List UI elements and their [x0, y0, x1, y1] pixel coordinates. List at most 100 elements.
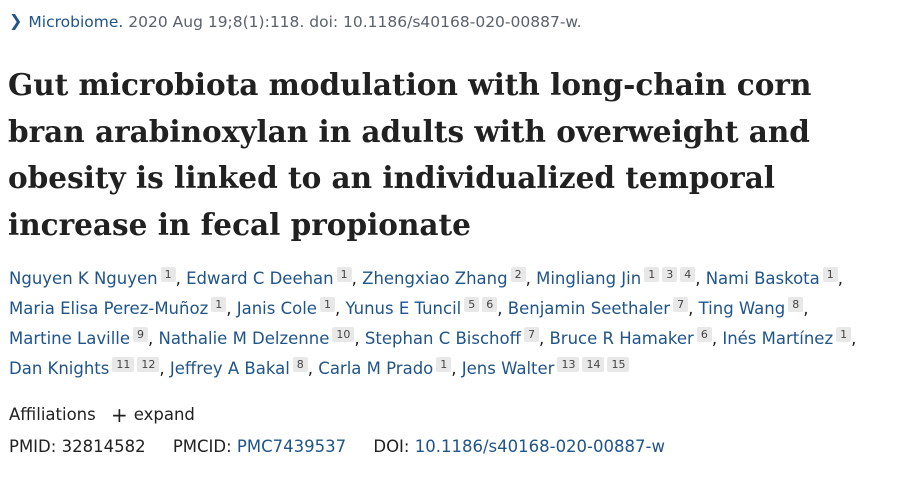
- author-name-link[interactable]: Benjamin Seethaler: [507, 299, 671, 318]
- author-item: Maria Elisa Perez-Muñoz 1: [9, 297, 227, 318]
- author-separator: ,: [175, 269, 187, 288]
- author-name-link[interactable]: Jeffrey A Bakal: [169, 359, 290, 378]
- pmcid-link[interactable]: PMC7439537: [236, 437, 347, 456]
- author-item: Mingliang Jin 1 3 4: [536, 267, 696, 288]
- affiliation-badge[interactable]: 1: [436, 357, 452, 372]
- author-item: Carla M Prado 1: [318, 357, 452, 378]
- pmid-label: PMID:: [9, 437, 57, 456]
- affiliation-badge[interactable]: 7: [673, 297, 689, 312]
- author-separator: ,: [837, 269, 843, 288]
- author-separator: ,: [497, 299, 508, 318]
- author-item: Edward C Deehan 1: [186, 267, 352, 288]
- author-item: Jens Walter 13 14 15: [461, 357, 630, 378]
- author-name-link[interactable]: Nguyen K Nguyen: [9, 269, 158, 288]
- author-name-link[interactable]: Dan Knights: [9, 359, 110, 378]
- author-separator: ,: [688, 299, 699, 318]
- author-separator: ,: [148, 329, 159, 348]
- author-name-link[interactable]: Edward C Deehan: [186, 269, 334, 288]
- affiliation-badge[interactable]: 1: [319, 297, 335, 312]
- pmcid-group: PMCID: PMC7439537: [173, 437, 352, 456]
- affiliation-badge[interactable]: 6: [696, 327, 712, 342]
- author-item: Bruce R Hamaker 6: [549, 327, 712, 348]
- author-name-link[interactable]: Yunus E Tuncil: [345, 299, 462, 318]
- doi-link[interactable]: 10.1186/s40168-020-00887-w: [414, 437, 665, 456]
- affiliation-badge[interactable]: 2: [510, 267, 526, 282]
- author-separator: ,: [695, 269, 706, 288]
- affiliation-badge[interactable]: 11: [112, 357, 135, 372]
- affiliation-badge[interactable]: 10: [332, 327, 355, 342]
- author-item: Inés Martínez 1: [722, 327, 852, 348]
- expand-label: expand: [133, 405, 195, 424]
- author-name-link[interactable]: Nathalie M Delzenne: [158, 329, 330, 348]
- author-item: Yunus E Tuncil 5 6: [345, 297, 498, 318]
- author-name-link[interactable]: Carla M Prado: [318, 359, 434, 378]
- pmid-group: PMID: 32814582: [9, 437, 151, 456]
- author-separator: ,: [851, 329, 857, 348]
- pmcid-label: PMCID:: [172, 437, 232, 456]
- author-item: Nathalie M Delzenne 10: [158, 327, 355, 348]
- author-name-link[interactable]: Ting Wang: [698, 299, 786, 318]
- author-separator: ,: [351, 269, 363, 288]
- affiliation-badge[interactable]: 13: [557, 357, 580, 372]
- author-name-link[interactable]: Martine Laville: [9, 329, 131, 348]
- author-separator: ,: [226, 299, 237, 318]
- author-item: Martine Laville 9: [9, 327, 149, 348]
- author-separator: ,: [538, 329, 550, 348]
- affiliation-badge[interactable]: 9: [133, 327, 149, 342]
- author-item: Nguyen K Nguyen 1: [9, 267, 176, 288]
- citation-details: 2020 Aug 19;8(1):118. doi: 10.1186/s4016…: [128, 13, 582, 31]
- affiliations-label: Affiliations: [9, 405, 96, 424]
- article-title: Gut microbiota modulation with long-chai…: [8, 67, 812, 242]
- affiliation-badge[interactable]: 12: [137, 357, 160, 372]
- affiliation-badge[interactable]: 3: [662, 267, 678, 282]
- affiliation-badge[interactable]: 1: [822, 267, 838, 282]
- author-separator: ,: [803, 299, 809, 318]
- affiliation-badge[interactable]: 4: [680, 267, 696, 282]
- pmid-value: 32814582: [61, 437, 146, 456]
- doi-group: DOI: 10.1186/s40168-020-00887-w: [373, 437, 665, 456]
- doi-label: DOI:: [373, 437, 410, 456]
- author-name-link[interactable]: Janis Cole: [236, 299, 317, 318]
- author-name-link[interactable]: Bruce R Hamaker: [549, 329, 694, 348]
- affiliation-badge[interactable]: 1: [336, 267, 352, 282]
- author-item: Zhengxiao Zhang 2: [362, 267, 526, 288]
- author-item: Ting Wang 8: [698, 297, 804, 318]
- affiliations-row: Affiliations + expand: [9, 403, 195, 427]
- affiliation-badge[interactable]: 1: [836, 327, 852, 342]
- affiliation-badge[interactable]: 8: [788, 297, 804, 312]
- author-name-link[interactable]: Jens Walter: [461, 359, 555, 378]
- author-separator: ,: [159, 359, 170, 378]
- citation-line: ❯ Microbiome. 2020 Aug 19;8(1):118. doi: …: [9, 11, 582, 31]
- affiliation-badge[interactable]: 7: [523, 327, 539, 342]
- authors-list: Nguyen K Nguyen 1, Edward C Deehan 1, Zhen…: [9, 264, 889, 384]
- author-name-link[interactable]: Inés Martínez: [722, 329, 834, 348]
- author-separator: ,: [451, 359, 462, 378]
- journal-link[interactable]: Microbiome.: [28, 13, 124, 31]
- author-item: Nami Baskota 1: [705, 267, 838, 288]
- affiliation-badge[interactable]: 1: [644, 267, 660, 282]
- affiliation-badge[interactable]: 5: [464, 297, 480, 312]
- author-separator: ,: [307, 359, 319, 378]
- author-item: Jeffrey A Bakal 8: [169, 357, 308, 378]
- affiliation-badge[interactable]: 8: [292, 357, 308, 372]
- author-separator: ,: [525, 269, 537, 288]
- author-name-link[interactable]: Zhengxiao Zhang: [362, 269, 508, 288]
- plus-icon: +: [110, 403, 128, 427]
- author-separator: ,: [354, 329, 365, 348]
- affiliation-badge[interactable]: 14: [582, 357, 605, 372]
- affiliation-badge[interactable]: 1: [160, 267, 176, 282]
- author-separator: ,: [334, 299, 346, 318]
- author-separator: ,: [711, 329, 723, 348]
- author-item: Stephan C Bischoff 7: [364, 327, 539, 348]
- author-name-link[interactable]: Nami Baskota: [705, 269, 820, 288]
- expand-affiliations-button[interactable]: + expand: [110, 403, 195, 427]
- chevron-right-icon[interactable]: ❯: [9, 11, 23, 30]
- author-name-link[interactable]: Mingliang Jin: [536, 269, 642, 288]
- author-name-link[interactable]: Stephan C Bischoff: [364, 329, 521, 348]
- affiliation-badge[interactable]: 1: [211, 297, 227, 312]
- author-name-link[interactable]: Maria Elisa Perez-Muñoz: [9, 299, 209, 318]
- affiliation-badge[interactable]: 15: [607, 357, 630, 372]
- affiliation-badge[interactable]: 6: [482, 297, 498, 312]
- identifiers-row: PMID: 32814582 PMCID: PMC7439537 DOI: 10…: [9, 437, 687, 456]
